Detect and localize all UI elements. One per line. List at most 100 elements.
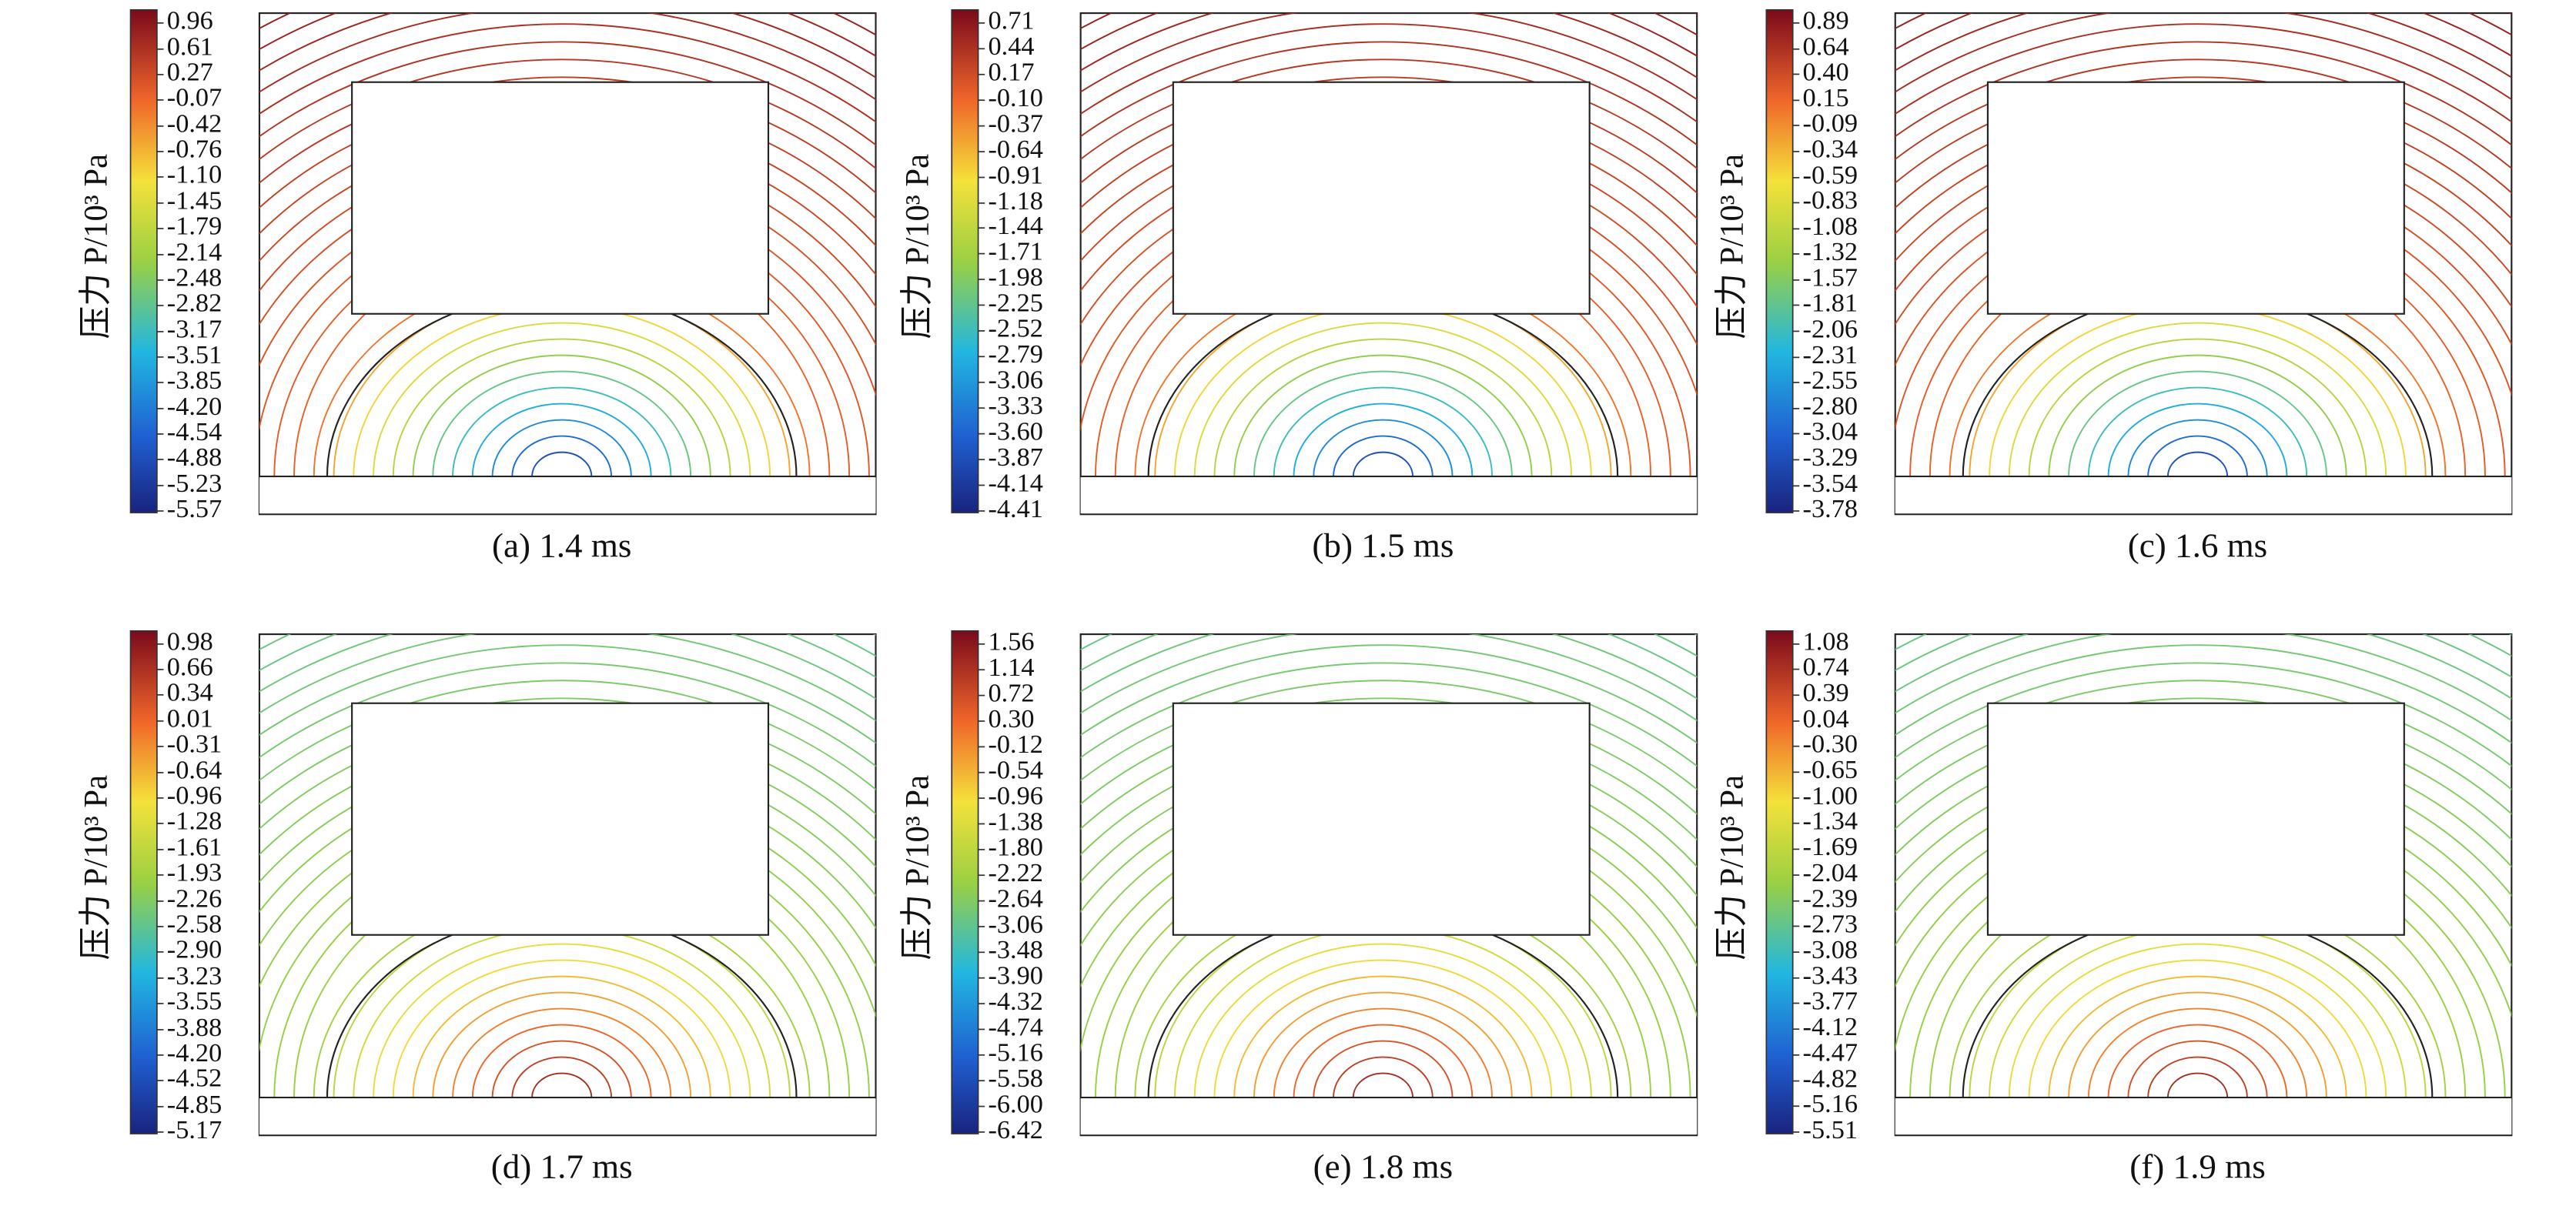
obstacle <box>1172 702 1591 936</box>
colorbar-tick-label: -1.44 <box>988 211 1043 240</box>
contour-line <box>2048 354 2347 477</box>
colorbar-tick-label: -4.47 <box>1803 1038 1858 1067</box>
contour-line <box>491 1040 632 1098</box>
colorbar-tick-label: -3.33 <box>988 391 1043 420</box>
colorbar-tick-label: -1.34 <box>1803 807 1858 836</box>
contour-line <box>1313 419 1454 477</box>
colorbar-tick-label: -1.10 <box>167 160 222 189</box>
contour-line <box>412 354 711 477</box>
colorbar-tick-label: -0.64 <box>167 756 222 785</box>
colorbar-tick-label: -1.71 <box>988 236 1043 266</box>
caption: (b) 1.5 ms <box>1312 526 1454 564</box>
contour-line <box>1233 354 1533 477</box>
colorbar-tick-label: 0.39 <box>1803 678 1849 707</box>
contour-line <box>373 322 751 477</box>
contour-line <box>2147 1056 2248 1098</box>
colorbar-tick-label: -2.22 <box>988 858 1043 887</box>
colorbar-tick-label: -0.65 <box>1803 755 1858 784</box>
colorbar-tick-label: -4.14 <box>988 468 1043 497</box>
colorbar-label: 压力 P/10³ Pa <box>79 775 115 960</box>
colorbar-tick-label: -4.41 <box>988 494 1043 523</box>
colorbar-tick-label: -0.10 <box>988 83 1043 112</box>
colorbar-tick-label: -0.76 <box>167 135 222 164</box>
contour-line <box>1895 644 2512 744</box>
wall <box>1895 1098 2512 1135</box>
colorbar-tick-label: -1.81 <box>1803 288 1858 317</box>
contour-line <box>471 403 652 477</box>
contour-line <box>2008 322 2387 477</box>
colorbar-tick-label: 1.08 <box>1803 627 1849 656</box>
contour-line <box>2028 338 2367 477</box>
contour-line <box>1080 680 1698 791</box>
colorbar-tick-label: -6.00 <box>988 1089 1043 1118</box>
caption: (e) 1.8 ms <box>1313 1147 1453 1185</box>
colorbar-tick-label: 0.61 <box>167 32 213 62</box>
colorbar-tick-label: -3.54 <box>1803 469 1858 498</box>
colorbar-tick-label: -1.93 <box>167 858 222 887</box>
colorbar-tick-label: -0.83 <box>1803 185 1858 215</box>
colorbar-tick-label: -1.38 <box>988 807 1043 836</box>
colorbar-tick-label: -2.39 <box>1803 884 1858 914</box>
colorbar-tick-label: -2.25 <box>988 288 1043 317</box>
contour-line <box>1080 697 1698 815</box>
contour-line <box>1293 403 1474 477</box>
colorbar-tick-label: -4.82 <box>1803 1064 1858 1093</box>
contour-line <box>259 680 876 791</box>
contour-line <box>1293 1024 1474 1098</box>
contour-line <box>259 662 876 767</box>
contour-line <box>491 419 632 477</box>
panel: 0.890.640.400.15-0.09-0.34-0.59-0.83-1.0… <box>1714 6 2513 564</box>
colorbar-tick-label: -6.42 <box>988 1115 1043 1144</box>
contour-line <box>1895 41 2512 146</box>
colorbar-tick-label: -2.31 <box>1803 340 1858 369</box>
colorbar-tick-label: -1.79 <box>167 212 222 241</box>
contour-line <box>392 338 731 477</box>
contour-line <box>2107 1024 2288 1098</box>
colorbar-tick-label: -1.00 <box>1803 781 1858 810</box>
colorbar-tick-label: -5.16 <box>1803 1089 1858 1118</box>
contour-line <box>2008 943 2387 1098</box>
colorbar-tick-label: -4.20 <box>167 392 222 421</box>
colorbar-tick-label: -5.16 <box>988 1038 1043 1067</box>
colorbar-tick-label: -0.09 <box>1803 109 1858 138</box>
caption: (a) 1.4 ms <box>492 526 631 564</box>
colorbar-tick-label: -4.52 <box>167 1064 222 1093</box>
colorbar <box>951 630 979 1134</box>
contour-line <box>471 1024 652 1098</box>
colorbar-tick-label: -2.58 <box>167 910 222 939</box>
wall <box>259 1098 876 1135</box>
contour-line <box>432 370 692 477</box>
colorbar-label: 压力 P/10³ Pa <box>79 154 115 339</box>
contour-line <box>511 1056 613 1098</box>
colorbar-tick-label: 0.66 <box>167 653 213 682</box>
contour-line <box>531 451 593 477</box>
contour-line <box>511 435 613 477</box>
colorbar-tick-label: 0.44 <box>988 32 1034 61</box>
colorbar-tick-label: -3.29 <box>1803 443 1858 472</box>
colorbar-tick-label: -1.98 <box>988 262 1043 292</box>
obstacle <box>1986 702 2405 936</box>
colorbar-tick-label: -3.88 <box>167 1013 222 1042</box>
contour-line <box>2048 975 2347 1098</box>
colorbar-tick-label: -4.12 <box>1803 1012 1858 1041</box>
contour-line <box>2028 959 2367 1098</box>
colorbar-tick-label: -2.73 <box>1803 909 1858 938</box>
contour-line <box>1080 41 1698 146</box>
colorbar-tick-label: -2.80 <box>1803 392 1858 421</box>
colorbar-tick-label: -2.79 <box>988 339 1043 369</box>
colorbar-tick-label: -2.26 <box>167 884 222 914</box>
colorbar-tick-label: 0.34 <box>167 678 213 707</box>
panel: 0.710.440.17-0.10-0.37-0.64-0.91-1.18-1.… <box>899 6 1698 564</box>
colorbar-tick-label: -2.64 <box>988 884 1043 914</box>
colorbar-tick-label: -4.85 <box>167 1090 222 1119</box>
colorbar <box>129 630 158 1134</box>
colorbar-tick-label: -1.80 <box>988 833 1043 862</box>
contour-line <box>1080 662 1698 767</box>
colorbar-tick-label: -5.58 <box>988 1064 1043 1093</box>
colorbar-tick-label: 1.56 <box>988 627 1034 656</box>
colorbar <box>951 8 979 513</box>
colorbar-tick-label: -1.18 <box>988 186 1043 215</box>
colorbar-tick-label: -3.04 <box>1803 416 1858 446</box>
colorbar <box>129 8 158 513</box>
colorbar-tick-label: 0.04 <box>1803 704 1849 733</box>
